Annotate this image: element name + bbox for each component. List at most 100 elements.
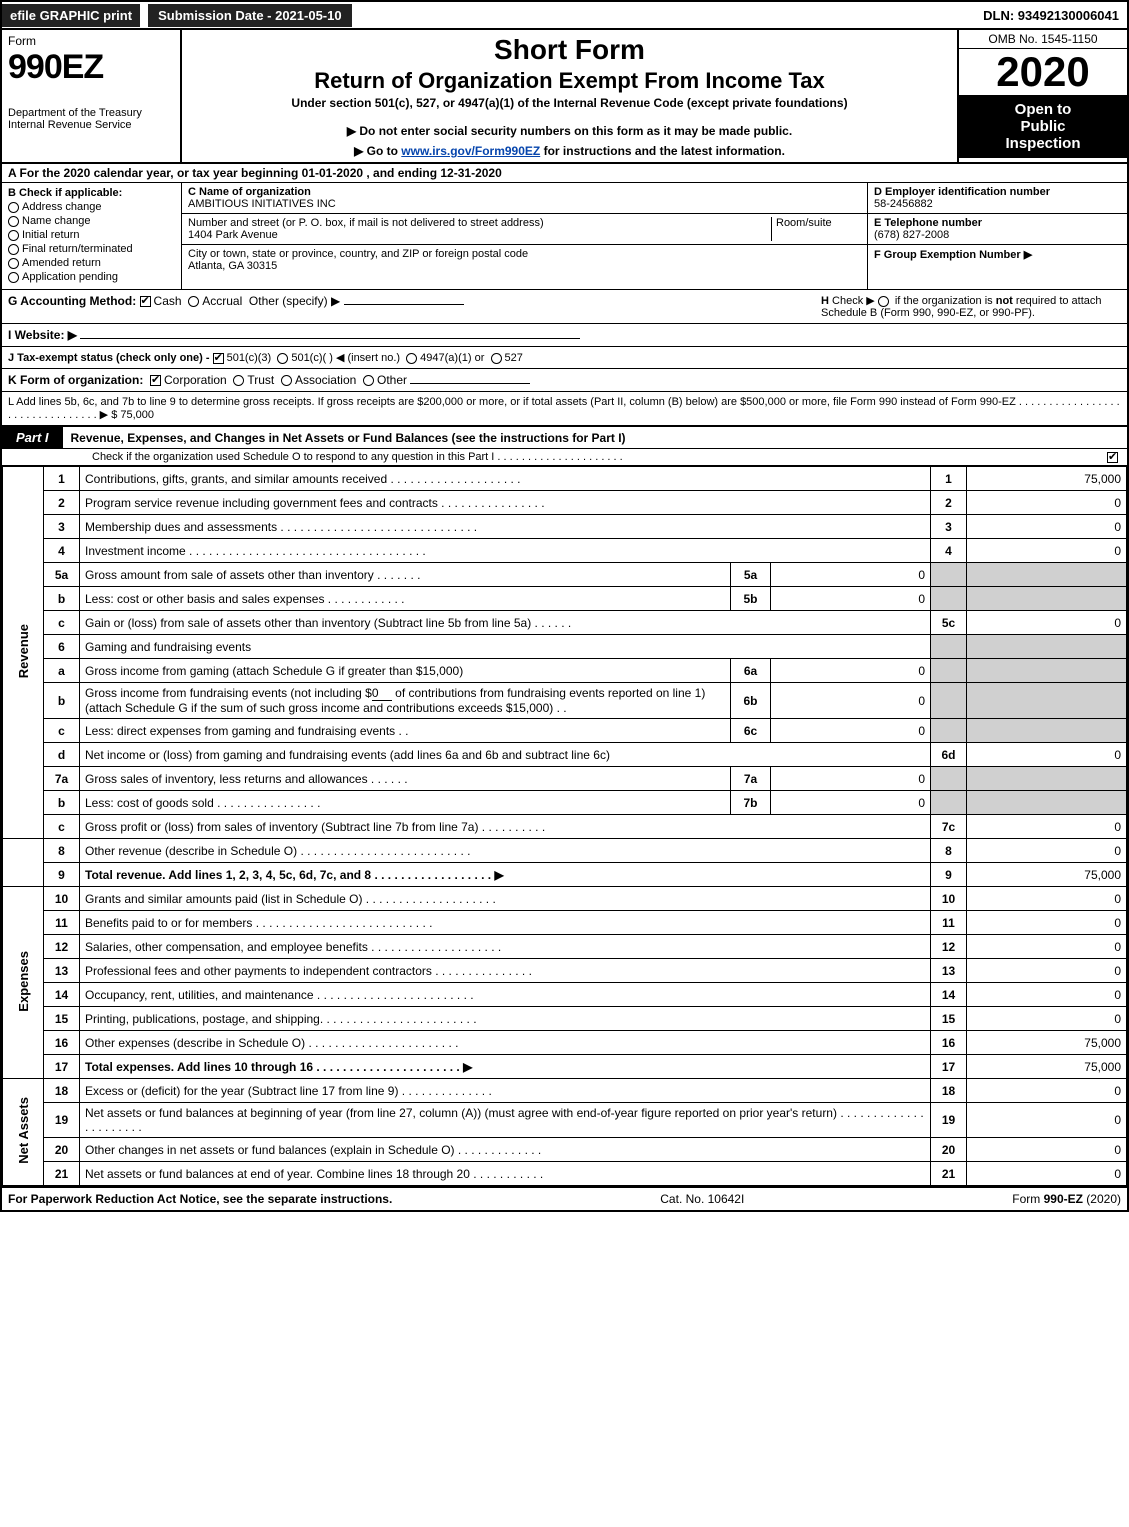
subval-5b: 0 [771, 587, 931, 611]
part1-sub: Check if the organization used Schedule … [2, 449, 1127, 466]
revenue-section-label: Revenue [3, 467, 44, 839]
other-specify-input[interactable] [344, 304, 464, 305]
form-page: efile GRAPHIC print Submission Date - 20… [0, 0, 1129, 1212]
num-16: 16 [931, 1031, 967, 1055]
sub-5a: 5a [731, 563, 771, 587]
other-org-input[interactable] [410, 383, 530, 384]
efile-print-button[interactable]: efile GRAPHIC print [2, 4, 140, 27]
num-3: 3 [931, 515, 967, 539]
shade-7b-val [967, 791, 1127, 815]
cb-final-return-label: Final return/terminated [22, 243, 133, 255]
ln-12: 12 [44, 935, 80, 959]
sub-6b: 6b [731, 683, 771, 719]
tel-label: E Telephone number [874, 217, 1121, 229]
cb-corporation[interactable] [150, 375, 161, 386]
desc-5c: Gain or (loss) from sale of assets other… [80, 611, 931, 635]
dln-label: DLN: 93492130006041 [983, 8, 1127, 23]
website-input[interactable] [80, 338, 580, 339]
cb-name-change[interactable] [8, 216, 19, 227]
ln-10: 10 [44, 887, 80, 911]
num-20: 20 [931, 1138, 967, 1162]
num-4: 4 [931, 539, 967, 563]
shade-7a-num [931, 767, 967, 791]
tax-year: 2020 [959, 49, 1127, 95]
tax-exempt-status-row: J Tax-exempt status (check only one) - 5… [2, 347, 1127, 369]
ln-1: 1 [44, 467, 80, 491]
val-14: 0 [967, 983, 1127, 1007]
desc-7b: Less: cost of goods sold . . . . . . . .… [80, 791, 731, 815]
desc-6b: Gross income from fundraising events (no… [80, 683, 731, 719]
open-to-public: Open to Public Inspection [959, 95, 1127, 158]
box-c-addr-label: Number and street (or P. O. box, if mail… [188, 217, 771, 229]
top-bar: efile GRAPHIC print Submission Date - 20… [2, 2, 1127, 30]
h-check-text: Check ▶ if the organization is not requi… [821, 295, 1102, 319]
shade-5b-val [967, 587, 1127, 611]
shade-6b-val [967, 683, 1127, 719]
val-9: 75,000 [967, 863, 1127, 887]
ln-19: 19 [44, 1103, 80, 1138]
accounting-method-row: G Accounting Method: Cash Accrual Other … [2, 290, 1127, 324]
financial-table: Revenue 1 Contributions, gifts, grants, … [2, 466, 1127, 1186]
ein-value: 58-2456882 [874, 198, 1121, 210]
val-12: 0 [967, 935, 1127, 959]
lbl-4947a1: 4947(a)(1) or [420, 352, 484, 364]
val-13: 0 [967, 959, 1127, 983]
cb-501c[interactable] [277, 353, 288, 364]
num-15: 15 [931, 1007, 967, 1031]
short-form-title: Short Form [190, 34, 949, 66]
instructions-link[interactable]: www.irs.gov/Form990EZ [401, 144, 540, 158]
box-c-name-label: C Name of organization [188, 186, 861, 198]
desc-6c: Less: direct expenses from gaming and fu… [80, 719, 731, 743]
val-20: 0 [967, 1138, 1127, 1162]
org-city: Atlanta, GA 30315 [188, 260, 861, 272]
cb-other-org[interactable] [363, 375, 374, 386]
cb-application-pending[interactable] [8, 272, 19, 283]
cb-amended-return[interactable] [8, 258, 19, 269]
omb-number: OMB No. 1545-1150 [959, 30, 1127, 49]
dept-treasury: Department of the Treasury [8, 107, 174, 119]
sub-7b: 7b [731, 791, 771, 815]
ln-15: 15 [44, 1007, 80, 1031]
num-11: 11 [931, 911, 967, 935]
cb-501c3[interactable] [213, 353, 224, 364]
lbl-501c: 501(c)( ) ◀ (insert no.) [291, 352, 400, 364]
ln-6c: c [44, 719, 80, 743]
cb-527[interactable] [491, 353, 502, 364]
cb-4947a1[interactable] [406, 353, 417, 364]
desc-5a: Gross amount from sale of assets other t… [80, 563, 731, 587]
cb-schedule-o-part1[interactable] [1107, 452, 1118, 463]
cb-initial-return[interactable] [8, 230, 19, 241]
cb-final-return[interactable] [8, 244, 19, 255]
ln-7c: c [44, 815, 80, 839]
cb-trust[interactable] [233, 375, 244, 386]
org-name: AMBITIOUS INITIATIVES INC [188, 198, 861, 210]
cb-schedule-b-not-required[interactable] [878, 296, 889, 307]
desc-1: Contributions, gifts, grants, and simila… [80, 467, 931, 491]
cb-accrual[interactable] [188, 296, 199, 307]
val-21: 0 [967, 1162, 1127, 1186]
desc-20: Other changes in net assets or fund bala… [80, 1138, 931, 1162]
shade-5b-num [931, 587, 967, 611]
cb-address-change[interactable] [8, 202, 19, 213]
num-9: 9 [931, 863, 967, 887]
cb-association[interactable] [281, 375, 292, 386]
num-18: 18 [931, 1079, 967, 1103]
lbl-association: Association [295, 373, 356, 387]
ln-5b: b [44, 587, 80, 611]
num-12: 12 [931, 935, 967, 959]
cb-amended-return-label: Amended return [22, 257, 101, 269]
val-1: 75,000 [967, 467, 1127, 491]
revenue-section-label-2 [3, 839, 44, 887]
subval-5a: 0 [771, 563, 931, 587]
subval-6b: 0 [771, 683, 931, 719]
ln-13: 13 [44, 959, 80, 983]
num-14: 14 [931, 983, 967, 1007]
shade-7a-val [967, 767, 1127, 791]
ln-21: 21 [44, 1162, 80, 1186]
lbl-accrual: Accrual [202, 294, 242, 308]
desc-6d: Net income or (loss) from gaming and fun… [80, 743, 931, 767]
cb-address-change-label: Address change [22, 201, 102, 213]
part1-title: Revenue, Expenses, and Changes in Net As… [63, 431, 626, 445]
cb-cash[interactable] [140, 296, 151, 307]
instructions-line: ▶ Go to www.irs.gov/Form990EZ for instru… [190, 144, 949, 158]
